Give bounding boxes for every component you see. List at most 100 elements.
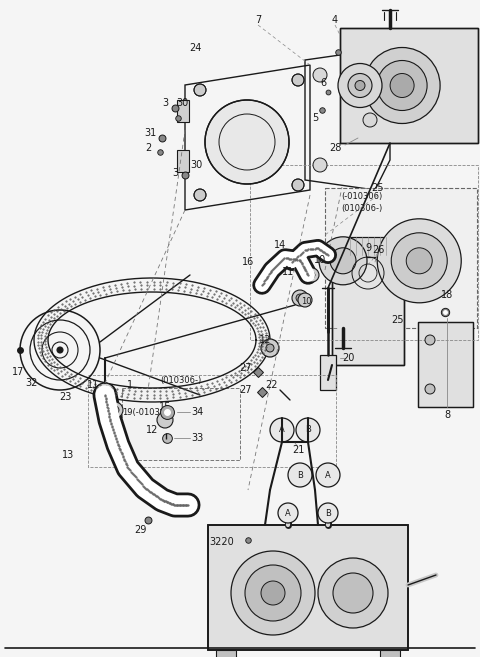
- Text: 9: 9: [365, 243, 371, 253]
- Text: 12: 12: [146, 425, 158, 435]
- Bar: [177, 150, 189, 172]
- Text: 31: 31: [144, 128, 156, 138]
- Text: 16: 16: [242, 257, 254, 267]
- Circle shape: [305, 268, 319, 282]
- Circle shape: [179, 496, 197, 514]
- Circle shape: [157, 412, 173, 428]
- Circle shape: [318, 503, 338, 523]
- Bar: [320, 355, 336, 390]
- Text: 27: 27: [239, 385, 251, 395]
- Text: A: A: [279, 426, 285, 434]
- Circle shape: [390, 74, 414, 97]
- Circle shape: [270, 418, 294, 442]
- Text: 18: 18: [441, 290, 453, 300]
- Circle shape: [313, 68, 327, 82]
- Text: 7: 7: [255, 15, 261, 25]
- Circle shape: [355, 81, 365, 91]
- Circle shape: [298, 293, 312, 307]
- Text: 25: 25: [392, 315, 404, 325]
- Text: 30: 30: [190, 160, 202, 170]
- Text: B: B: [297, 470, 303, 480]
- Text: 19(-010306): 19(-010306): [122, 409, 174, 417]
- Text: 1: 1: [127, 380, 133, 390]
- Bar: [216, 650, 236, 657]
- Circle shape: [261, 581, 285, 605]
- Text: 22: 22: [266, 380, 278, 390]
- Circle shape: [261, 339, 279, 357]
- Text: 12: 12: [259, 335, 271, 345]
- Bar: [418, 322, 473, 407]
- Circle shape: [292, 179, 304, 191]
- Circle shape: [338, 64, 382, 108]
- Text: 4: 4: [332, 15, 338, 25]
- Text: 3220: 3220: [210, 537, 234, 547]
- Text: (010306-): (010306-): [160, 376, 202, 384]
- Text: 2: 2: [145, 143, 151, 153]
- Text: 3: 3: [162, 98, 168, 108]
- Bar: [208, 525, 408, 650]
- Text: 10: 10: [301, 298, 311, 307]
- Text: 3: 3: [172, 168, 178, 178]
- Text: 20: 20: [342, 353, 354, 363]
- Circle shape: [288, 463, 312, 487]
- Text: (-010306): (-010306): [341, 193, 383, 202]
- Text: 15: 15: [159, 402, 171, 412]
- Circle shape: [100, 388, 110, 398]
- Circle shape: [406, 248, 432, 274]
- Circle shape: [194, 84, 206, 96]
- Circle shape: [111, 406, 119, 414]
- Text: 29: 29: [134, 525, 146, 535]
- Bar: [346, 237, 390, 257]
- Text: 21: 21: [292, 445, 304, 455]
- Circle shape: [377, 60, 427, 110]
- Text: 10: 10: [314, 255, 326, 265]
- Bar: [340, 28, 478, 143]
- Bar: [177, 100, 189, 122]
- Bar: [208, 525, 408, 650]
- Text: 17: 17: [12, 367, 24, 377]
- Circle shape: [245, 565, 301, 621]
- Circle shape: [318, 558, 388, 628]
- Circle shape: [205, 100, 289, 184]
- Text: 33: 33: [191, 433, 203, 443]
- Bar: [332, 255, 404, 365]
- Bar: [122, 388, 240, 460]
- Circle shape: [364, 47, 440, 124]
- Bar: [325, 188, 477, 328]
- Circle shape: [316, 463, 340, 487]
- Text: 8: 8: [444, 410, 450, 420]
- Text: 34: 34: [191, 407, 203, 417]
- Circle shape: [95, 383, 115, 403]
- Text: 5: 5: [312, 113, 318, 123]
- Bar: [332, 255, 404, 365]
- Text: B: B: [325, 509, 331, 518]
- Text: 13: 13: [62, 450, 74, 460]
- Text: 11: 11: [87, 380, 99, 390]
- Text: 14: 14: [274, 240, 286, 250]
- Text: A: A: [325, 470, 331, 480]
- Text: (010306-): (010306-): [341, 204, 383, 212]
- Text: 24: 24: [189, 43, 201, 53]
- Circle shape: [330, 248, 356, 274]
- Circle shape: [231, 551, 315, 635]
- Text: 6: 6: [320, 78, 326, 88]
- Bar: [250, 165, 478, 340]
- Text: A: A: [285, 509, 291, 518]
- Text: 25: 25: [372, 183, 384, 193]
- Bar: [418, 322, 473, 407]
- Text: 30: 30: [176, 98, 188, 108]
- Bar: [340, 28, 478, 143]
- Circle shape: [292, 74, 304, 86]
- Circle shape: [425, 384, 435, 394]
- Text: 28: 28: [329, 143, 341, 153]
- Circle shape: [348, 74, 372, 97]
- Circle shape: [363, 113, 377, 127]
- Text: 32: 32: [26, 378, 38, 388]
- Circle shape: [266, 344, 274, 352]
- Circle shape: [309, 272, 315, 278]
- Text: B: B: [305, 426, 311, 434]
- Circle shape: [313, 158, 327, 172]
- Circle shape: [333, 573, 373, 613]
- Circle shape: [296, 418, 320, 442]
- Circle shape: [319, 237, 367, 284]
